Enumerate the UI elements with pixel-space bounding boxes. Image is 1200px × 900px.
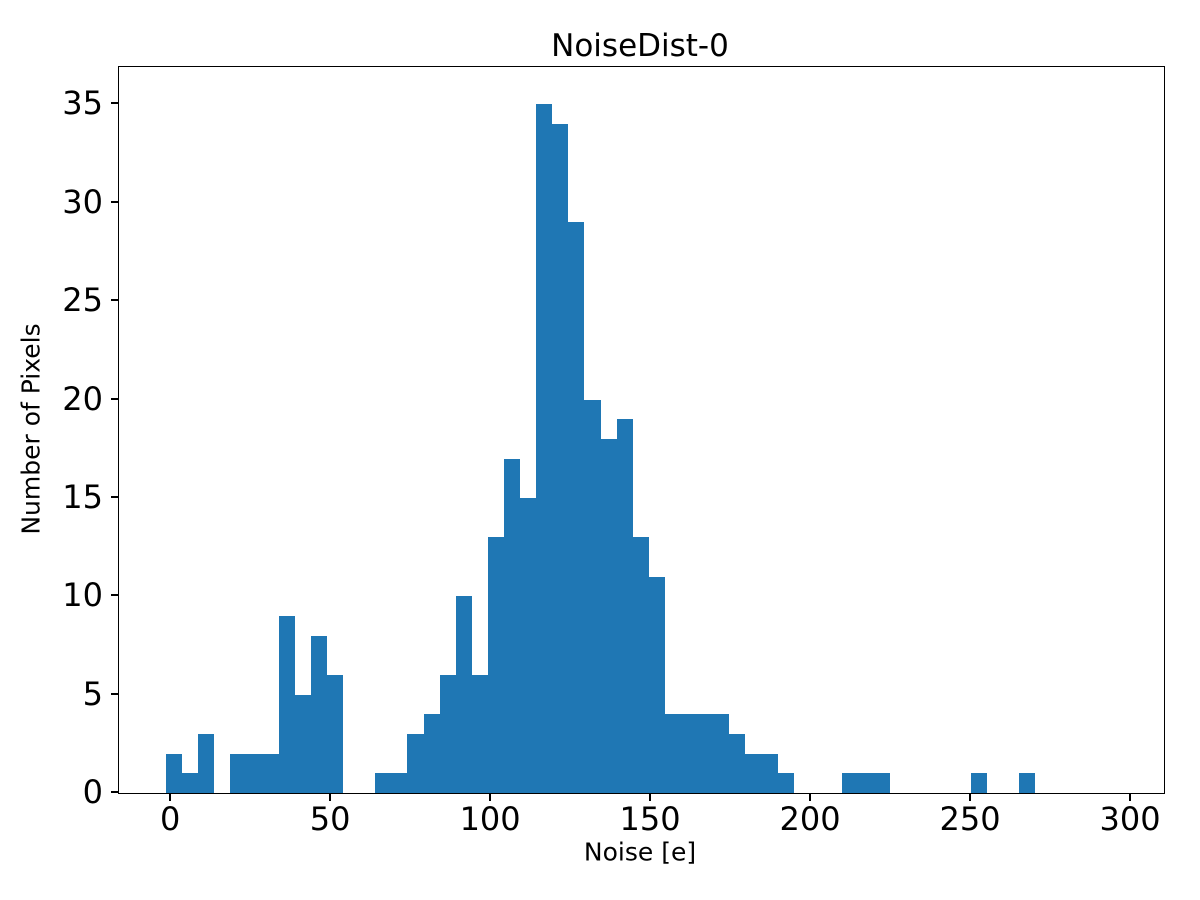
- histogram-bar: [713, 714, 729, 793]
- histogram-bar: [311, 636, 327, 793]
- histogram-bar: [729, 734, 745, 793]
- histogram-bar: [198, 734, 214, 793]
- chart-title: NoiseDist-0: [551, 28, 729, 64]
- histogram-bar: [552, 124, 568, 793]
- histogram-bar: [424, 714, 440, 793]
- histogram-bar: [1019, 773, 1035, 793]
- histogram-bar: [601, 439, 617, 793]
- histogram-bar: [762, 754, 778, 793]
- histogram-bar: [375, 773, 391, 793]
- histogram-bar: [472, 675, 488, 793]
- plot-area: [118, 66, 1165, 794]
- histogram-bar: [778, 773, 794, 793]
- y-tick-mark: [111, 693, 118, 695]
- histogram-bar: [295, 695, 311, 793]
- x-tick-label: 0: [159, 800, 181, 838]
- x-tick-label: 250: [939, 800, 1001, 838]
- histogram-bar: [488, 537, 504, 793]
- x-tick-label: 150: [619, 800, 681, 838]
- histogram-bar: [568, 222, 584, 793]
- histogram-bar: [440, 675, 456, 793]
- x-tick-mark: [329, 794, 331, 801]
- histogram-bar: [649, 577, 665, 793]
- x-tick-mark: [809, 794, 811, 801]
- histogram-bar: [697, 714, 713, 793]
- histogram-bar: [536, 104, 552, 793]
- y-tick-label: 0: [82, 773, 103, 811]
- histogram-bar: [182, 773, 198, 793]
- histogram-bar: [681, 714, 697, 793]
- y-tick-mark: [111, 791, 118, 793]
- histogram-bar: [874, 773, 890, 793]
- histogram-bar: [407, 734, 424, 793]
- y-tick-mark: [111, 496, 118, 498]
- x-tick-mark: [169, 794, 171, 801]
- histogram-bar: [230, 754, 247, 793]
- y-tick-label: 5: [82, 675, 103, 713]
- histogram-bar: [858, 773, 874, 793]
- histogram-bar: [842, 773, 858, 793]
- histogram-bar: [504, 459, 520, 793]
- x-tick-label: 50: [309, 800, 351, 838]
- y-tick-label: 30: [62, 183, 103, 221]
- x-tick-label: 300: [1099, 800, 1161, 838]
- x-tick-mark: [649, 794, 651, 801]
- histogram-bar: [391, 773, 407, 793]
- x-tick-mark: [489, 794, 491, 801]
- histogram-bar: [617, 419, 633, 793]
- y-tick-label: 20: [62, 380, 103, 418]
- x-tick-mark: [969, 794, 971, 801]
- histogram-bar: [745, 754, 762, 793]
- y-tick-mark: [111, 594, 118, 596]
- y-tick-mark: [111, 299, 118, 301]
- histogram-bar: [520, 498, 536, 793]
- y-tick-label: 25: [62, 281, 103, 319]
- histogram-bar: [166, 754, 182, 793]
- y-tick-mark: [111, 102, 118, 104]
- x-tick-label: 100: [459, 800, 521, 838]
- y-tick-label: 35: [62, 84, 103, 122]
- x-tick-mark: [1129, 794, 1131, 801]
- histogram-bar: [633, 537, 649, 793]
- histogram-bar: [327, 675, 343, 793]
- histogram-bar: [665, 714, 681, 793]
- histogram-bar: [584, 400, 601, 793]
- y-tick-mark: [111, 398, 118, 400]
- histogram-bar: [279, 616, 295, 793]
- histogram-bar: [456, 596, 472, 793]
- y-tick-label: 10: [62, 576, 103, 614]
- histogram-bar: [263, 754, 279, 793]
- x-axis-label: Noise [e]: [583, 837, 697, 867]
- x-tick-label: 200: [779, 800, 841, 838]
- histogram-bar: [247, 754, 263, 793]
- histogram-bar: [971, 773, 987, 793]
- y-axis-label: Number of Pixels: [16, 323, 46, 535]
- y-tick-mark: [111, 201, 118, 203]
- y-tick-label: 15: [62, 478, 103, 516]
